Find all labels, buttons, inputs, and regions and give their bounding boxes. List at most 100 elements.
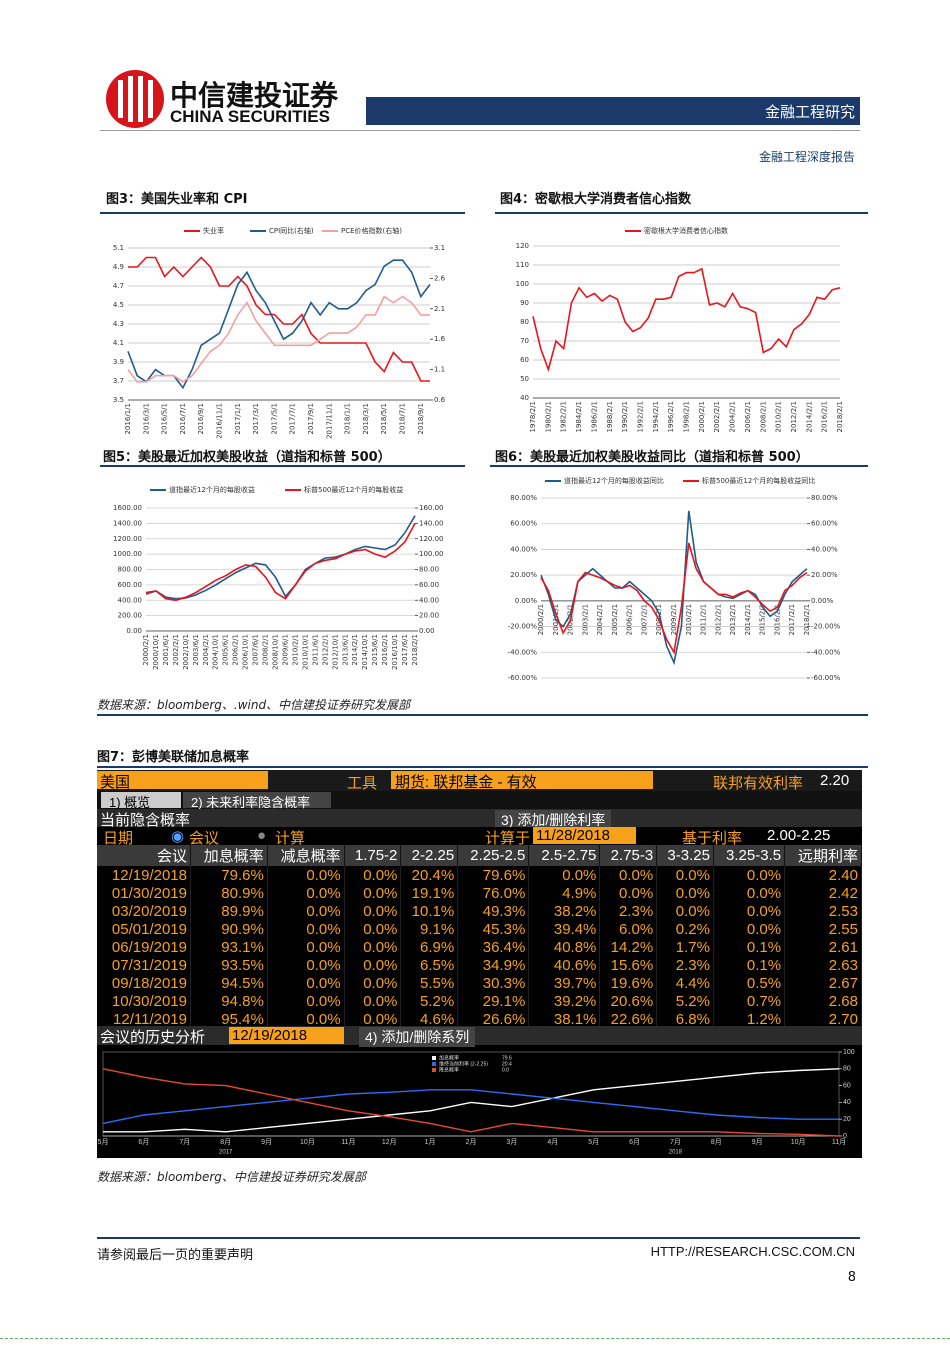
history-date[interactable]: 12/19/2018 (229, 1027, 344, 1044)
rate: 2.20 (820, 772, 850, 789)
row: 06/19/2019 93.1% 0.0% 0.0% 6.9% 36.4% 40.8% 14.… (97, 938, 862, 956)
cell: 2.68 (784, 992, 862, 1010)
cell: 2.63 (784, 956, 862, 974)
y-tick-label: 1600.00 (113, 504, 142, 512)
x-tick-label: 2013/6/1 (341, 634, 349, 665)
row: 01/30/2019 80.9% 0.0% 0.0% 19.1% 76.0% 4.9% 0.0… (97, 884, 862, 902)
cell: 0.0% (344, 938, 402, 956)
history-bar: 会议的历史分析 12/19/2018 4) 添加/删除系列 (97, 1026, 862, 1047)
y-tick-label: 40 (520, 394, 529, 402)
x-tick-label: 2000/2/1 (142, 634, 150, 665)
cell: 76.0% (457, 884, 530, 902)
y2-tick-label: 2.1 (434, 305, 445, 313)
x-tick-label: 2003/2/1 (581, 604, 589, 635)
legend-value: 20.4 (502, 1061, 512, 1067)
cell: 36.4% (457, 938, 530, 956)
y-tick-label: 50 (520, 375, 529, 383)
cell: 5.2% (656, 992, 714, 1010)
row: 12/11/2019 95.4% 0.0% 0.0% 4.6% 26.6% 38.1% 22.… (97, 1010, 862, 1028)
x-tick-label: 8月 (220, 1138, 231, 1146)
add-series[interactable]: 4) 添加/删除系列 (359, 1027, 476, 1047)
top-bar: 美国 工具 期货: 联邦基金 - 有效 联邦有效利率 2.20 (97, 770, 862, 792)
row: 12/19/2018 79.6% 0.0% 0.0% 20.4% 79.6% 0.0% 0.0… (97, 866, 862, 884)
cell: 20.4% (400, 866, 459, 884)
country[interactable]: 美国 (97, 771, 268, 791)
cell: 0.0% (656, 866, 714, 884)
opt-meeting[interactable]: 会议 (189, 830, 220, 847)
options-bar: 日期 ◉ 会议 ● 计算 计算于 11/28/2018 基于利率 2.00-2.… (97, 827, 862, 847)
base-label: 基于利率 (682, 830, 743, 847)
x-tick-label: 2016/2/1 (381, 634, 389, 665)
y2-tick-label: -60.00% (811, 674, 841, 682)
opt-calc[interactable]: 计算 (275, 830, 306, 847)
history-label: 会议的历史分析 (100, 1029, 206, 1046)
plot-bg (102, 1051, 840, 1137)
figure-title: 图3：美国失业率和 CPI (106, 192, 248, 207)
column-header: 2.75-3 (599, 845, 658, 866)
column-header: 2.5-2.75 (528, 845, 601, 866)
x-tick-label: 2016/5/1 (161, 403, 169, 434)
year-label: 2017 (219, 1150, 233, 1156)
y-tick-label: 3.7 (113, 377, 124, 385)
cell: 15.6% (599, 956, 658, 974)
x-tick-label: 9月 (261, 1138, 272, 1146)
figure-title: 图6：美股最近加权美股收益同比（道指和标普 500） (495, 450, 809, 465)
x-tick-label: 10月 (300, 1138, 315, 1146)
x-tick-label: 2005/6/1 (222, 634, 230, 665)
cell: 0.0% (656, 902, 714, 920)
radio[interactable]: ◉ (171, 828, 185, 845)
rule (97, 714, 868, 716)
y-tick-label: 40.00% (510, 545, 537, 553)
chart-eps-yoy: -60.00% -40.00% -20.00% 0.00% 20.00% 40.00% 60… (508, 476, 841, 682)
radio[interactable]: ● (257, 827, 267, 844)
y2-tick-label: 0.00% (811, 597, 834, 605)
x-tick-label: 2008/2/1 (759, 401, 767, 432)
y2-tick-label: 140.00 (419, 519, 444, 527)
line-series (127, 295, 430, 383)
report-type: 金融工程深度报告 (758, 150, 855, 164)
cell: 4.9% (528, 884, 601, 902)
legend-label: PCE价格指数(右轴) (341, 226, 402, 235)
cell: 29.1% (457, 992, 530, 1010)
line-series (128, 256, 430, 382)
cell: 0.0% (344, 974, 402, 992)
x-tick-label: 2003/6/1 (192, 634, 200, 665)
header-rule (100, 130, 860, 131)
cell: 38.1% (528, 1010, 601, 1028)
tab[interactable]: 2) 未来利率隐含概率 (183, 792, 331, 810)
y-tick-label: 80.00% (510, 494, 537, 502)
calc-date[interactable]: 11/28/2018 (533, 827, 636, 844)
cell: 0.0% (267, 866, 345, 884)
tab[interactable]: 1) 概览 (101, 792, 181, 810)
row: 07/31/2019 93.5% 0.0% 0.0% 6.5% 34.9% 40.6% 15.… (97, 956, 862, 974)
cell: 0.0% (267, 938, 345, 956)
add-rate[interactable]: 3) 添加/删除利率 (495, 810, 612, 830)
cell: 0.0% (344, 902, 402, 920)
cell: 79.6% (457, 866, 530, 884)
x-tick-label: 1994/2/1 (652, 401, 660, 432)
x-tick-label: 2010/2/1 (291, 634, 299, 665)
legend-label: 加息概率 (439, 1054, 459, 1061)
column-header: 远期利率 (784, 845, 862, 866)
tabs: 1) 概览 2) 未来利率隐含概率 (97, 791, 862, 810)
cell: 2.42 (784, 884, 862, 902)
probability-table: 会议 加息概率 减息概率 1.75-2 2-2.25 2.25-2.5 2.5-2.75 2.… (97, 845, 862, 1028)
instrument[interactable]: 期货: 联邦基金 - 有效 (391, 771, 653, 791)
cell: 90.9% (190, 920, 268, 938)
cell: 05/01/2019 (97, 920, 191, 938)
x-tick-label: 2000/10/1 (152, 634, 160, 670)
y2-tick-label: 20 (843, 1116, 851, 1123)
cell: 0.0% (713, 902, 786, 920)
x-tick-label: 2017/6/1 (401, 634, 409, 665)
x-tick-label: 2012/2/1 (321, 634, 329, 665)
cell: 89.9% (190, 902, 268, 920)
cell: 79.6% (190, 866, 268, 884)
x-tick-label: 2008/2/1 (262, 634, 270, 665)
x-tick-label: 2016/3/1 (142, 403, 150, 434)
y-tick-label: 0.00 (126, 627, 142, 635)
row: 05/01/2019 90.9% 0.0% 0.0% 9.1% 45.3% 39.4% 6.0… (97, 920, 862, 938)
x-tick-label: 2016/9/1 (197, 403, 205, 434)
x-tick-label: 1982/2/1 (560, 401, 568, 432)
x-tick-label: 1980/2/1 (544, 401, 552, 432)
cell: 0.7% (713, 992, 786, 1010)
